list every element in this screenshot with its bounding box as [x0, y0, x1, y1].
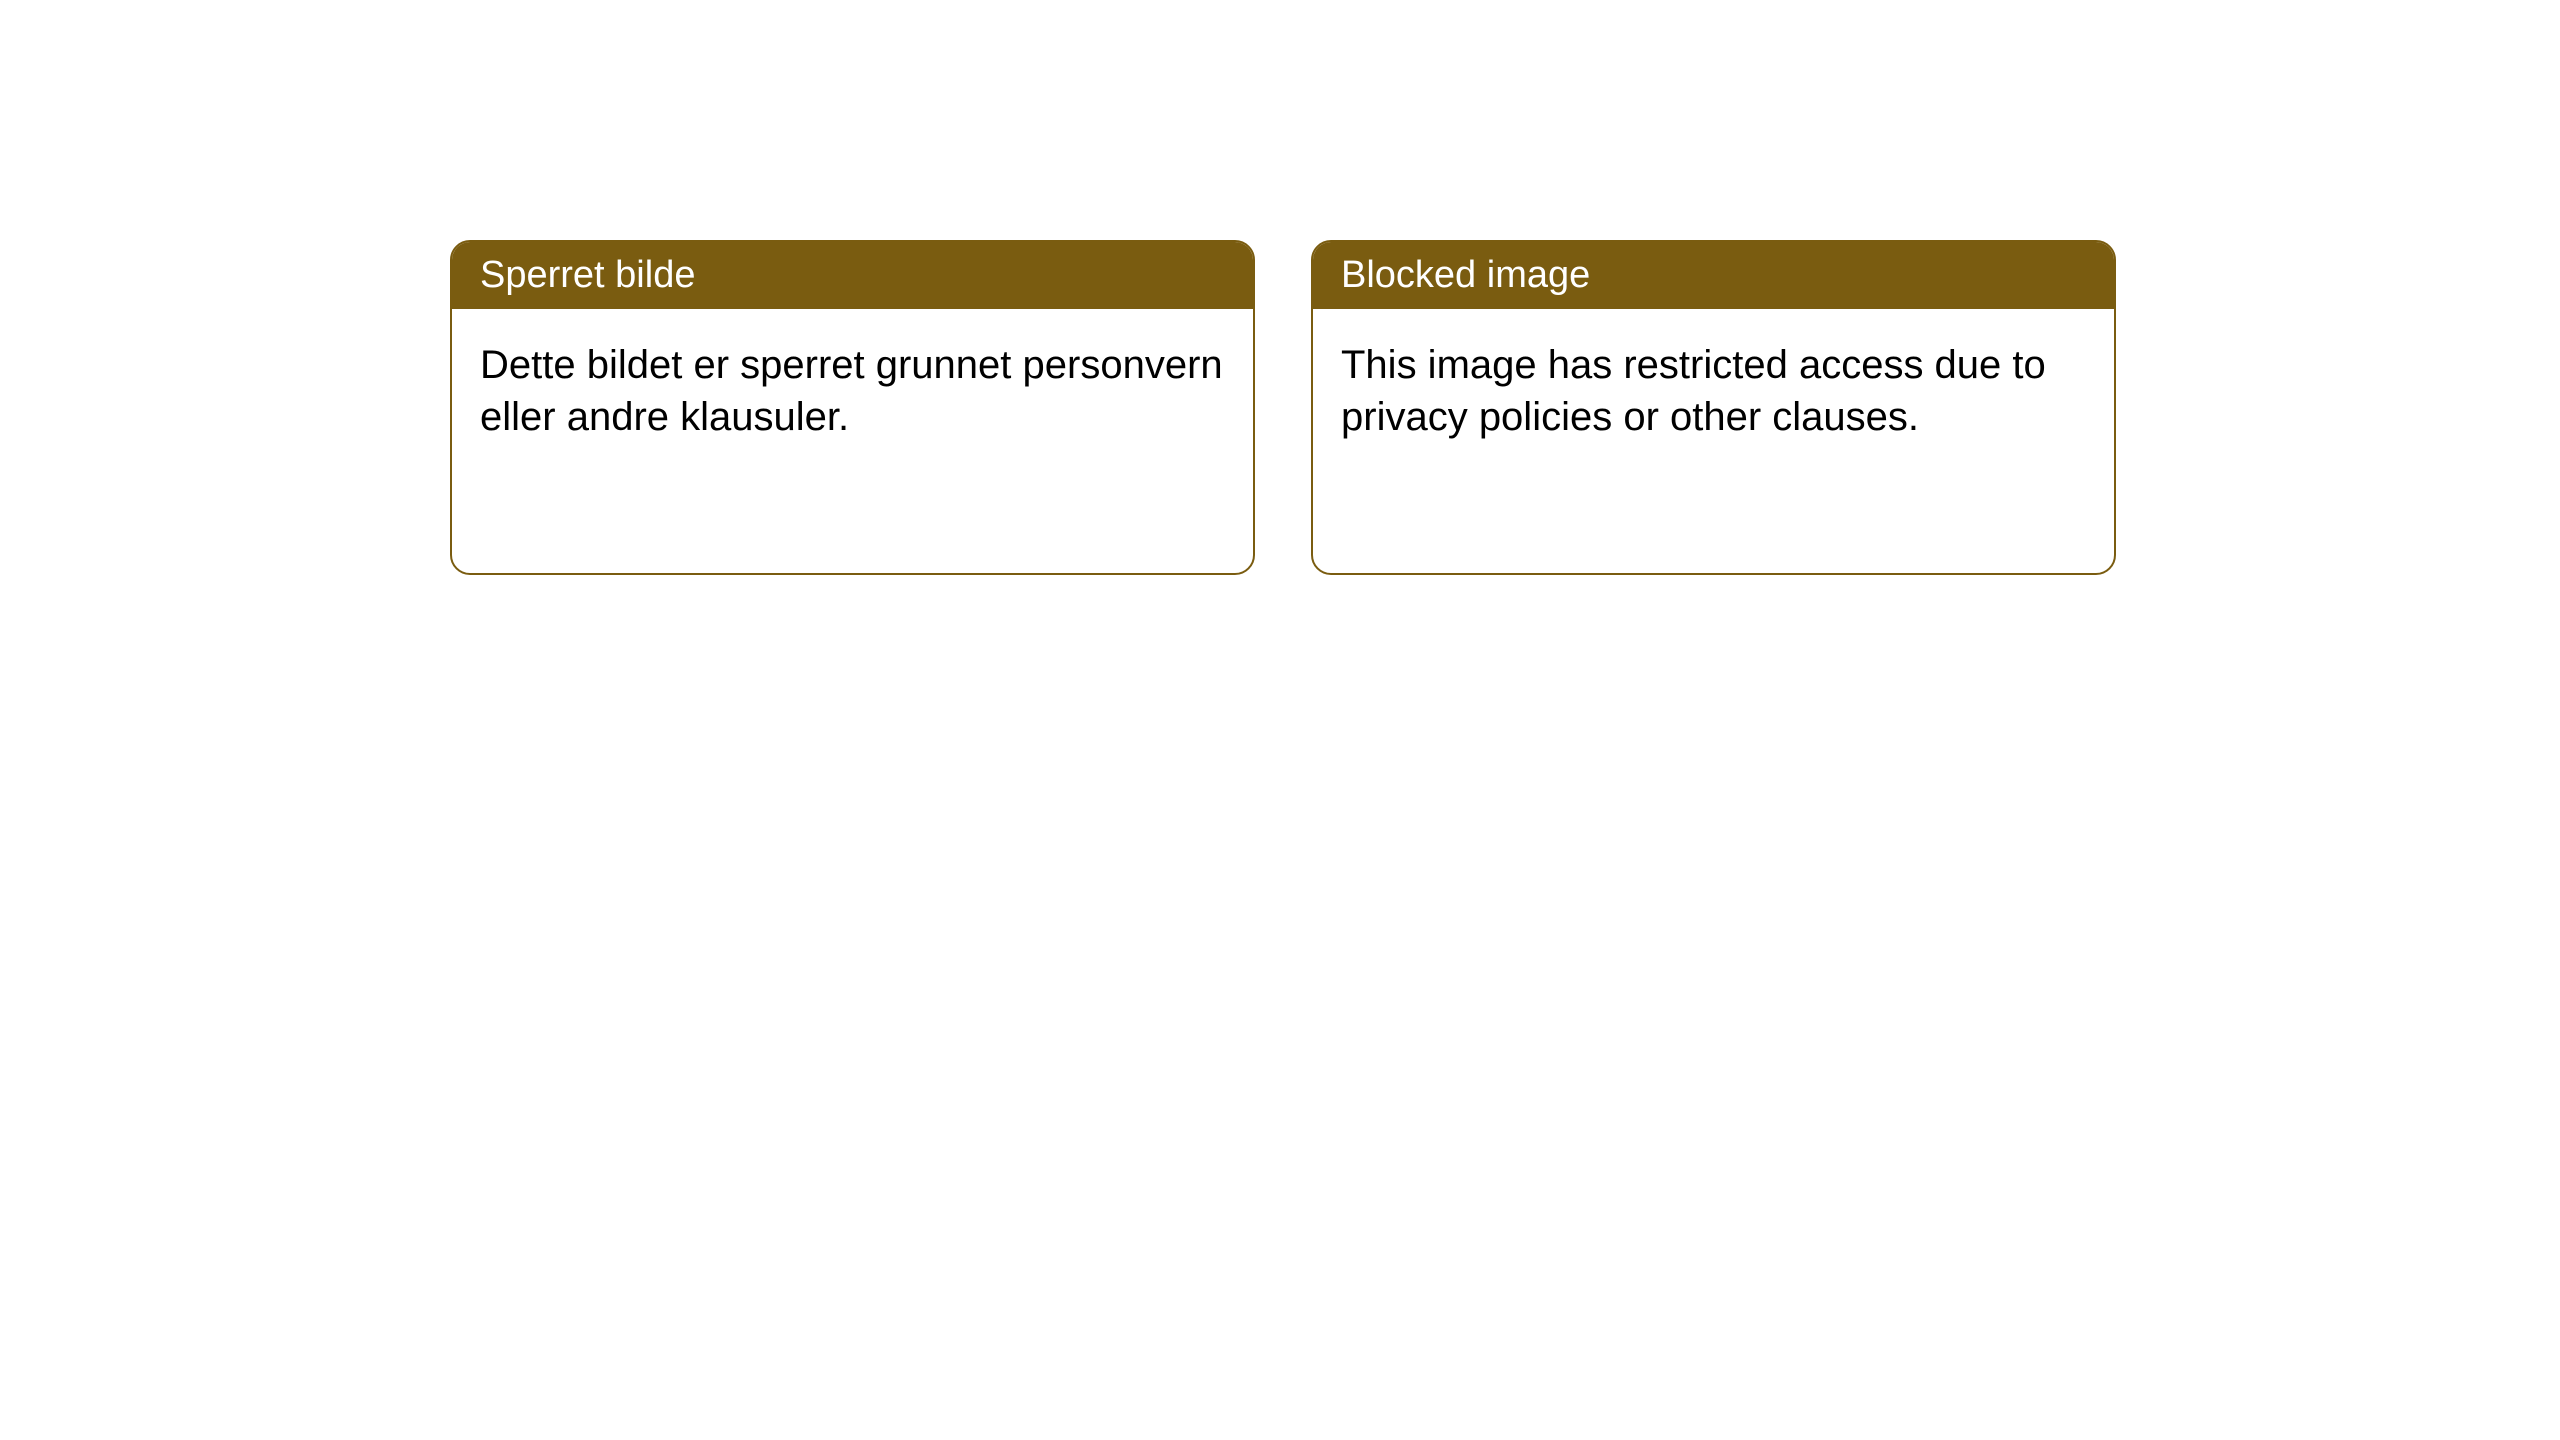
notice-header-english: Blocked image: [1313, 242, 2114, 309]
notice-container: Sperret bilde Dette bildet er sperret gr…: [0, 0, 2560, 575]
notice-body-norwegian: Dette bildet er sperret grunnet personve…: [452, 309, 1253, 473]
notice-body-english: This image has restricted access due to …: [1313, 309, 2114, 473]
notice-box-english: Blocked image This image has restricted …: [1311, 240, 2116, 575]
notice-box-norwegian: Sperret bilde Dette bildet er sperret gr…: [450, 240, 1255, 575]
notice-header-norwegian: Sperret bilde: [452, 242, 1253, 309]
